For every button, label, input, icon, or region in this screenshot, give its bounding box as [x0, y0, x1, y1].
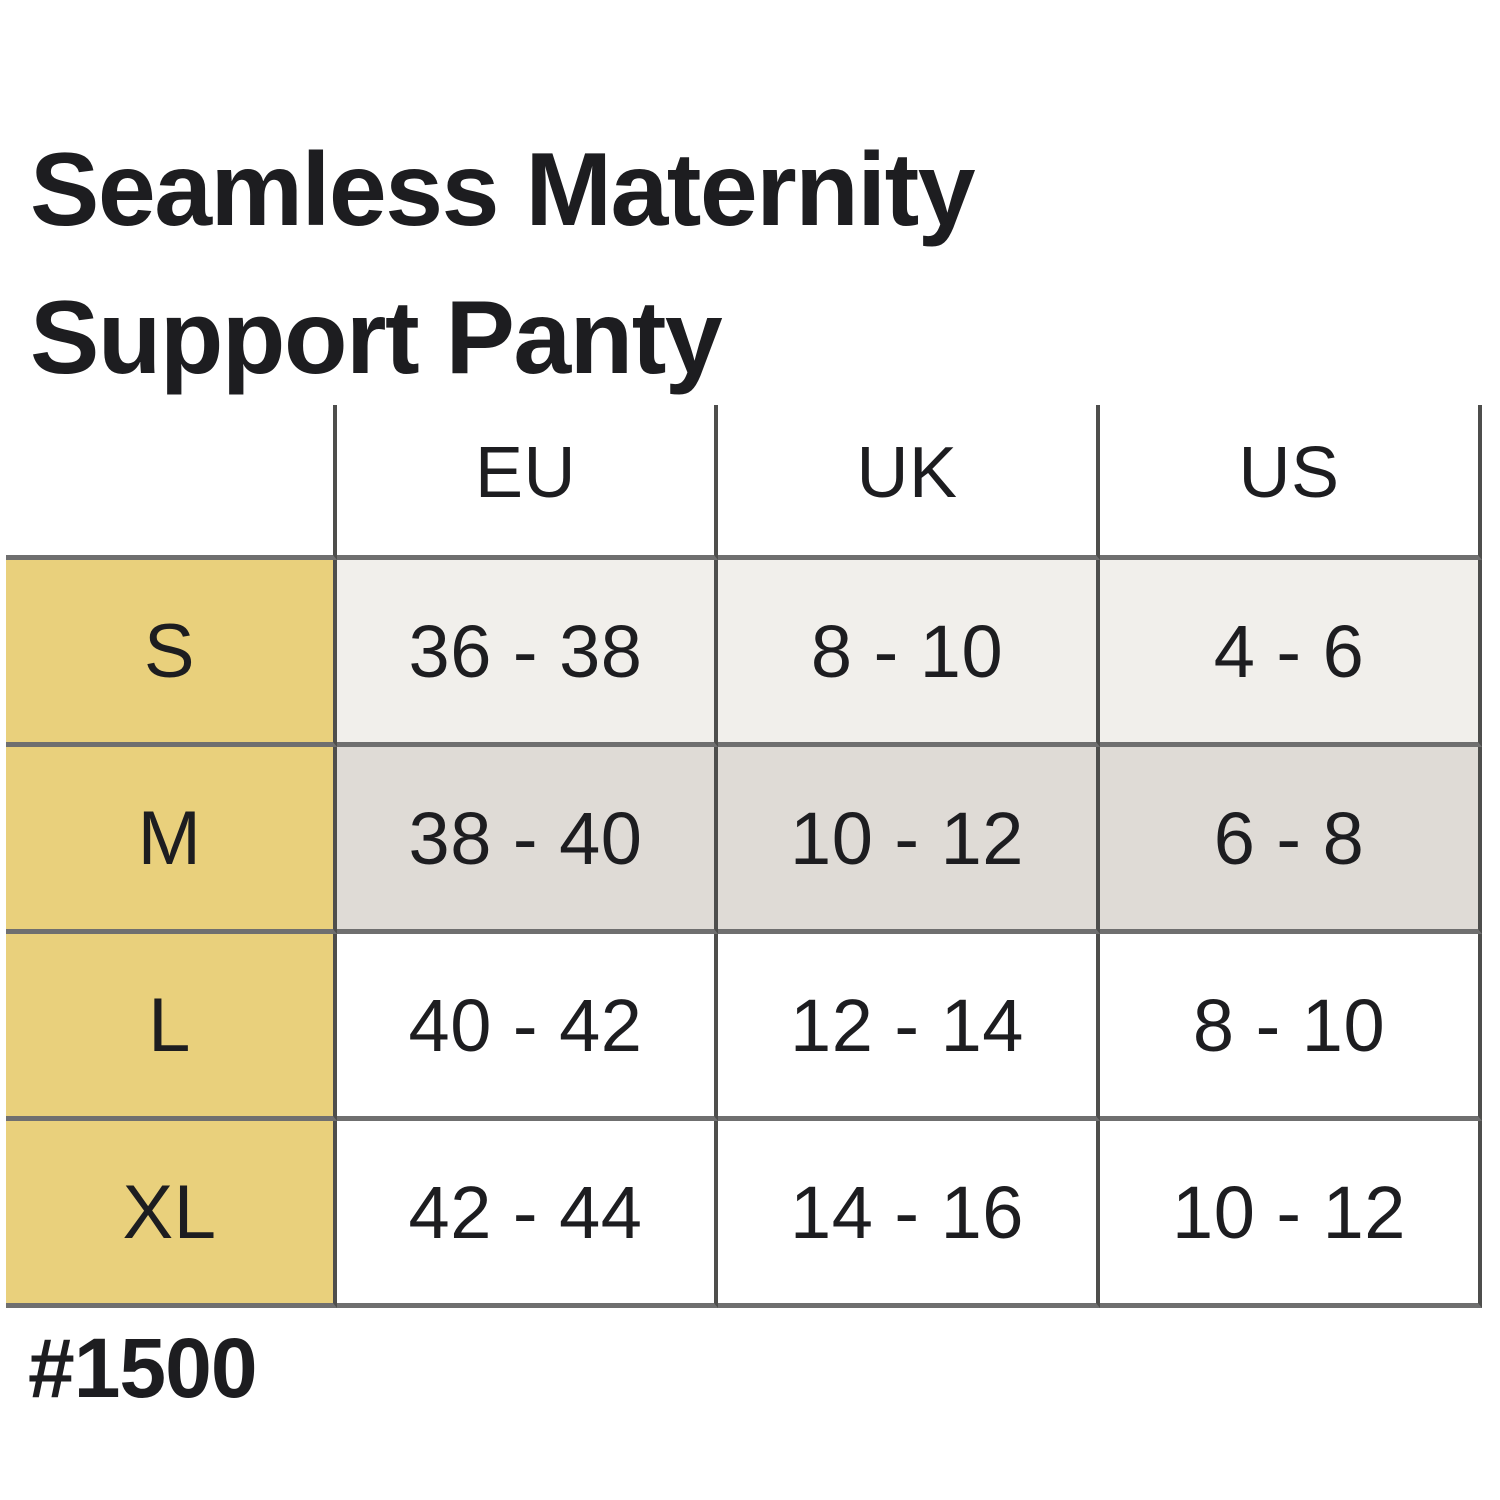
cell-l-eu: 40 - 42: [337, 934, 718, 1121]
cell-m-eu: 38 - 40: [337, 747, 718, 934]
table-corner-cell: [6, 405, 337, 560]
row-label-l: L: [6, 934, 337, 1121]
row-label-m: M: [6, 747, 337, 934]
cell-xl-us: 10 - 12: [1100, 1121, 1482, 1308]
cell-m-uk: 10 - 12: [718, 747, 1100, 934]
column-header-us: US: [1100, 405, 1482, 560]
column-header-uk: UK: [718, 405, 1100, 560]
product-code: #1500: [28, 1321, 258, 1415]
cell-s-eu: 36 - 38: [337, 560, 718, 747]
cell-xl-uk: 14 - 16: [718, 1121, 1100, 1308]
page-title: Seamless Maternity Support Panty: [30, 116, 976, 413]
page-title-line-1: Seamless Maternity: [30, 131, 976, 248]
cell-l-uk: 12 - 14: [718, 934, 1100, 1121]
cell-m-us: 6 - 8: [1100, 747, 1482, 934]
page-title-line-2: Support Panty: [30, 280, 723, 397]
row-label-xl: XL: [6, 1121, 337, 1308]
row-label-s: S: [6, 560, 337, 747]
column-header-eu: EU: [337, 405, 718, 560]
cell-l-us: 8 - 10: [1100, 934, 1482, 1121]
size-chart-table: EU UK US S 36 - 38 8 - 10 4 - 6 M 38 - 4…: [6, 405, 1482, 1308]
cell-s-uk: 8 - 10: [718, 560, 1100, 747]
cell-s-us: 4 - 6: [1100, 560, 1482, 747]
cell-xl-eu: 42 - 44: [337, 1121, 718, 1308]
